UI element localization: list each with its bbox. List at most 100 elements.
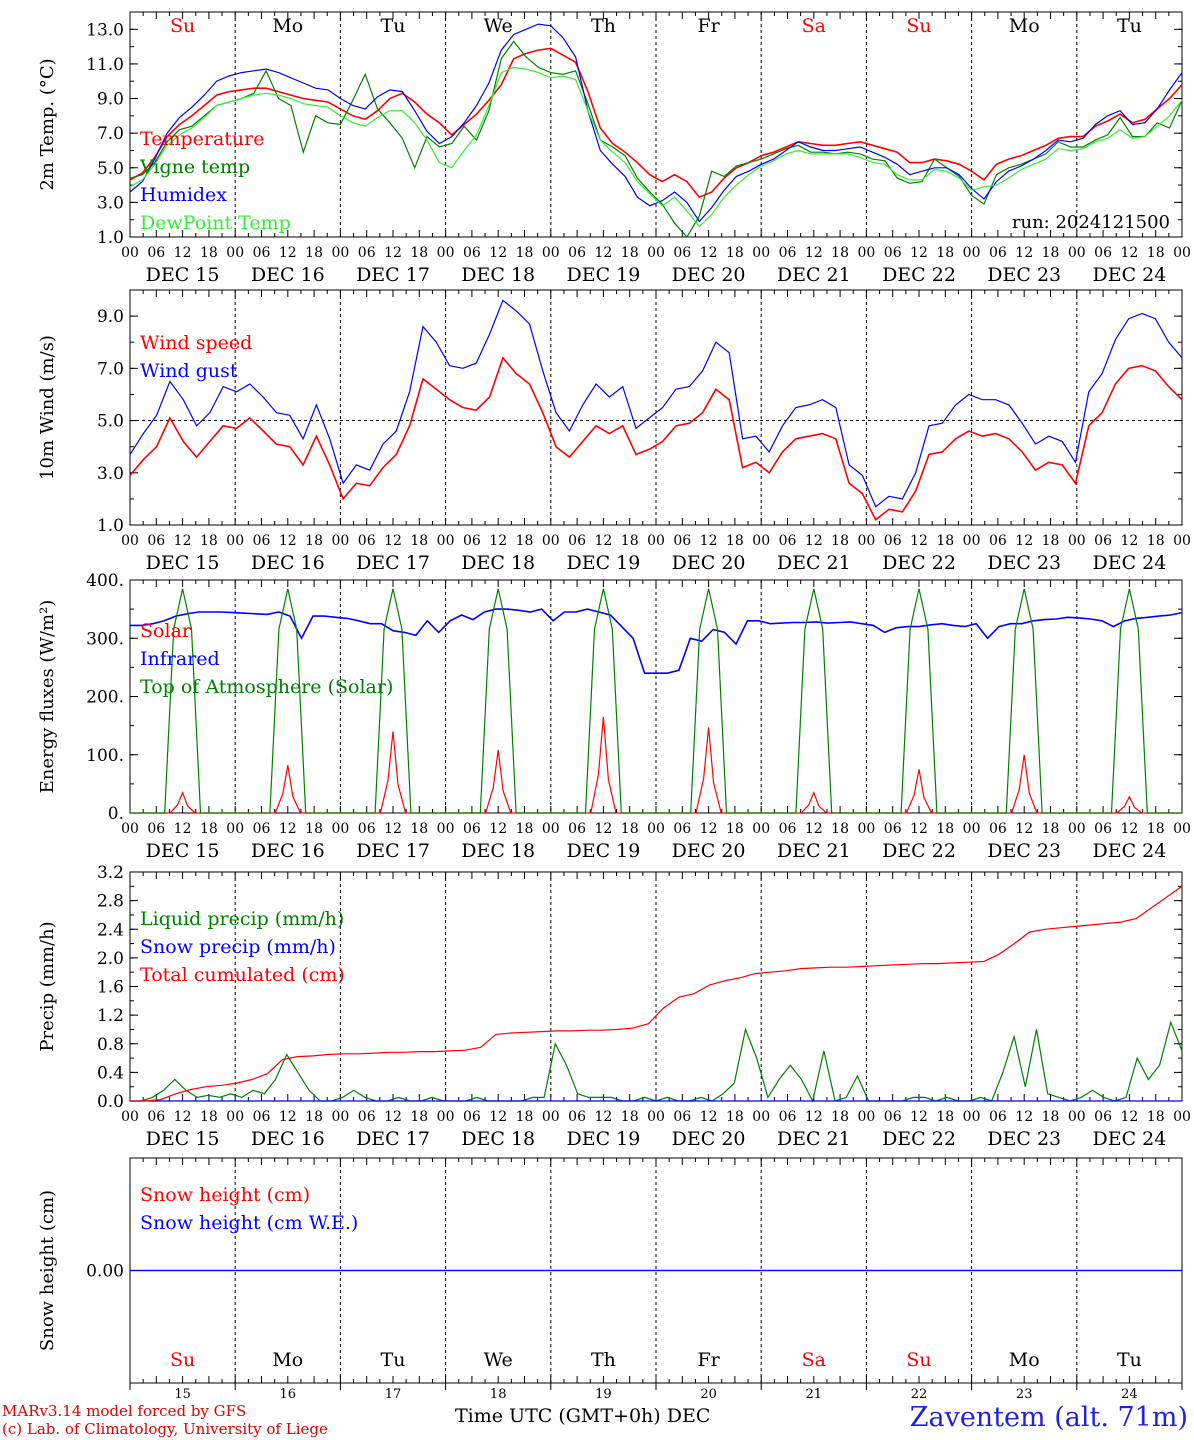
hour-label: 00 xyxy=(752,533,770,549)
hour-label: 12 xyxy=(489,821,507,837)
hour-label: 00 xyxy=(963,533,981,549)
hour-label: 00 xyxy=(121,245,139,261)
hour-label: 12 xyxy=(594,245,612,261)
legend-wind-speed: Wind speed xyxy=(140,332,252,354)
day-number: 16 xyxy=(280,1387,297,1402)
day-abbr-top: Mo xyxy=(272,15,303,37)
hour-label: 12 xyxy=(174,533,192,549)
hour-label: 06 xyxy=(1094,821,1112,837)
hour-label: 18 xyxy=(831,245,849,261)
hour-label: 00 xyxy=(1173,1109,1191,1125)
hour-label: 18 xyxy=(1147,533,1165,549)
hour-label: 12 xyxy=(174,245,192,261)
hour-label: 06 xyxy=(463,245,481,261)
panel-2: 1.0 3.0 5.0 7.0 9.0 10m Wind (m/s) 00 06 12 18 DEC… xyxy=(37,289,1191,574)
legend-temperature: Temperature xyxy=(140,128,264,150)
day-abbr-bottom: Tu xyxy=(1117,1349,1142,1371)
y-tick-label: 5.0 xyxy=(97,159,124,179)
legend-snow-height-cm-: Snow height (cm) xyxy=(140,1184,310,1206)
hour-label: 00 xyxy=(963,1109,981,1125)
y-tick-label: 2.4 xyxy=(97,920,124,940)
hour-label: 00 xyxy=(331,533,349,549)
legend-solar: Solar xyxy=(140,620,192,642)
y-tick-label: 1.0 xyxy=(97,516,124,536)
hour-label: 18 xyxy=(726,1109,744,1125)
hour-label: 00 xyxy=(226,821,244,837)
date-label: DEC 19 xyxy=(566,264,640,286)
date-label: DEC 23 xyxy=(987,840,1061,862)
hour-label: 00 xyxy=(752,1109,770,1125)
date-label: DEC 23 xyxy=(987,1128,1061,1150)
hour-label: 06 xyxy=(779,245,797,261)
legend-humidex: Humidex xyxy=(140,184,227,206)
day-abbr-bottom: Su xyxy=(906,1349,931,1371)
day-abbr-bottom: Mo xyxy=(1009,1349,1040,1371)
hour-label: 00 xyxy=(542,1109,560,1125)
hour-label: 18 xyxy=(200,1109,218,1125)
hour-label: 06 xyxy=(884,533,902,549)
hour-label: 00 xyxy=(437,533,455,549)
hour-label: 18 xyxy=(936,533,954,549)
day-number: 22 xyxy=(911,1387,928,1402)
x-axis-title: Time UTC (GMT+0h) DEC xyxy=(455,1405,711,1427)
y-tick-label: 1.2 xyxy=(97,1006,124,1026)
hour-label: 00 xyxy=(1068,821,1086,837)
y-tick-label: 3.2 xyxy=(97,863,124,883)
hour-label: 06 xyxy=(989,245,1007,261)
hour-label: 18 xyxy=(516,245,534,261)
hour-label: 00 xyxy=(963,245,981,261)
y-tick-label: 9.0 xyxy=(97,90,124,110)
hour-label: 18 xyxy=(516,533,534,549)
hour-label: 12 xyxy=(594,533,612,549)
hour-label: 18 xyxy=(410,533,428,549)
hour-label: 00 xyxy=(647,1109,665,1125)
series-line-vigne-temp xyxy=(129,40,1183,239)
day-abbr-bottom: Mo xyxy=(272,1349,303,1371)
date-label: DEC 19 xyxy=(566,1128,640,1150)
hour-label: 12 xyxy=(1015,245,1033,261)
hour-label: 18 xyxy=(305,1109,323,1125)
y-tick-label: 3.0 xyxy=(97,464,124,484)
hour-label: 18 xyxy=(1042,245,1060,261)
day-abbr-top: Mo xyxy=(1009,15,1040,37)
y-tick-label: 7.0 xyxy=(97,124,124,144)
y-axis-title: Precip (mm/h) xyxy=(37,921,58,1051)
series-line-temperature xyxy=(129,47,1183,199)
hour-label: 00 xyxy=(857,533,875,549)
hour-label: 18 xyxy=(410,821,428,837)
y-axis-title: Snow height (cm) xyxy=(37,1190,58,1351)
hour-label: 06 xyxy=(989,1109,1007,1125)
hour-label: 00 xyxy=(121,1109,139,1125)
date-label: DEC 21 xyxy=(777,840,851,862)
hour-label: 06 xyxy=(358,533,376,549)
day-abbr-bottom: Fr xyxy=(697,1349,720,1371)
day-number: 18 xyxy=(490,1387,507,1402)
hour-label: 06 xyxy=(358,245,376,261)
date-label: DEC 15 xyxy=(146,840,220,862)
y-tick-label: 11.0 xyxy=(86,55,124,75)
y-tick-label: 0.4 xyxy=(97,1063,124,1083)
day-abbr-top: Sa xyxy=(802,15,826,37)
hour-label: 12 xyxy=(279,821,297,837)
y-tick-label: 1.0 xyxy=(97,228,124,248)
hour-label: 00 xyxy=(857,1109,875,1125)
date-label: DEC 21 xyxy=(777,552,851,574)
hour-label: 18 xyxy=(726,821,744,837)
hour-label: 06 xyxy=(989,821,1007,837)
hour-label: 00 xyxy=(226,245,244,261)
y-tick-label: 0. xyxy=(108,804,124,824)
hour-label: 00 xyxy=(121,821,139,837)
hour-label: 00 xyxy=(1068,1109,1086,1125)
hour-label: 06 xyxy=(147,533,165,549)
series-line-infrared xyxy=(130,608,1183,674)
hour-label: 06 xyxy=(568,1109,586,1125)
run-label: run: 2024121500 xyxy=(1012,212,1170,233)
day-number: 21 xyxy=(806,1387,823,1402)
hour-label: 00 xyxy=(437,821,455,837)
hour-label: 18 xyxy=(831,533,849,549)
date-label: DEC 19 xyxy=(566,840,640,862)
date-label: DEC 24 xyxy=(1092,840,1166,862)
hour-label: 12 xyxy=(700,533,718,549)
hour-label: 00 xyxy=(331,1109,349,1125)
